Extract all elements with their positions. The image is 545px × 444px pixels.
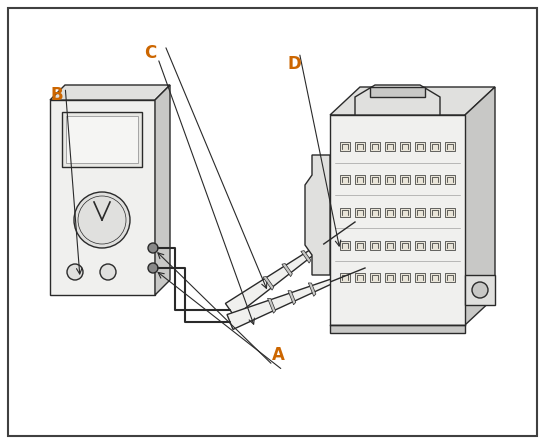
Polygon shape — [263, 277, 274, 290]
Circle shape — [472, 282, 488, 298]
Bar — [355, 241, 365, 250]
Bar — [330, 115, 465, 325]
Polygon shape — [308, 283, 316, 296]
Bar — [415, 208, 425, 217]
Circle shape — [100, 264, 116, 280]
Bar — [355, 143, 365, 151]
Bar — [355, 273, 365, 282]
Bar — [385, 175, 395, 184]
Bar — [429, 175, 440, 184]
Circle shape — [67, 264, 83, 280]
Bar — [355, 208, 365, 217]
Polygon shape — [226, 242, 325, 317]
Circle shape — [148, 243, 158, 253]
Polygon shape — [227, 279, 332, 329]
Polygon shape — [330, 87, 495, 115]
Circle shape — [148, 263, 158, 273]
Bar — [370, 87, 425, 97]
Bar — [341, 273, 350, 282]
Bar — [429, 273, 440, 282]
Bar — [400, 143, 410, 151]
Polygon shape — [50, 100, 155, 295]
Bar — [445, 241, 455, 250]
Bar — [415, 241, 425, 250]
Bar — [385, 143, 395, 151]
Polygon shape — [355, 85, 440, 115]
Bar — [341, 143, 350, 151]
Polygon shape — [305, 155, 330, 275]
Bar — [415, 143, 425, 151]
Polygon shape — [268, 298, 276, 313]
Polygon shape — [465, 87, 495, 325]
Text: C: C — [144, 44, 156, 62]
Bar — [445, 208, 455, 217]
Bar — [385, 273, 395, 282]
Bar — [370, 143, 380, 151]
Bar — [445, 273, 455, 282]
Bar — [400, 208, 410, 217]
Bar — [415, 175, 425, 184]
Text: D: D — [287, 56, 301, 73]
Text: B: B — [51, 87, 64, 104]
Bar — [445, 143, 455, 151]
Bar — [370, 241, 380, 250]
Bar — [330, 325, 465, 333]
Bar — [415, 273, 425, 282]
Bar — [385, 208, 395, 217]
Polygon shape — [301, 250, 311, 263]
Bar — [429, 208, 440, 217]
Circle shape — [74, 192, 130, 248]
Text: A: A — [271, 346, 284, 364]
Polygon shape — [282, 264, 292, 277]
Bar — [370, 208, 380, 217]
Bar — [341, 208, 350, 217]
Bar — [429, 241, 440, 250]
Bar — [66, 116, 138, 163]
Bar — [370, 175, 380, 184]
Bar — [341, 241, 350, 250]
Bar — [355, 175, 365, 184]
Bar — [400, 241, 410, 250]
Bar — [370, 273, 380, 282]
Bar — [385, 241, 395, 250]
Bar — [341, 175, 350, 184]
Bar — [445, 175, 455, 184]
Bar — [400, 175, 410, 184]
Polygon shape — [288, 291, 296, 305]
Bar — [62, 112, 142, 167]
Bar — [465, 275, 495, 305]
Bar — [429, 143, 440, 151]
Bar — [400, 273, 410, 282]
Polygon shape — [50, 85, 170, 100]
Polygon shape — [155, 85, 170, 295]
